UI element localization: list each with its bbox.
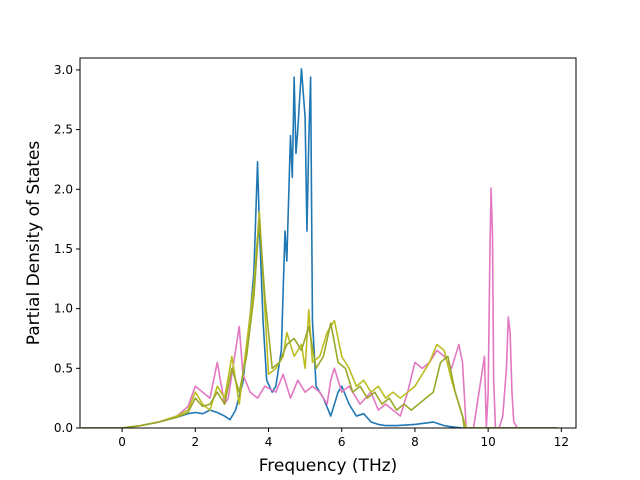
x-tick-label: 2 xyxy=(191,435,199,449)
series-layer xyxy=(81,67,558,428)
series-line-2 xyxy=(81,187,558,428)
y-axis-ticks: 0.0 0.5 1.0 1.5 2.0 2.5 3.0 xyxy=(54,63,80,435)
y-tick-label: 1.0 xyxy=(54,302,73,316)
y-tick-label: 2.5 xyxy=(54,123,73,137)
y-tick-label: 2.0 xyxy=(54,182,73,196)
series-line-3 xyxy=(81,211,558,428)
y-tick-label: 0.5 xyxy=(54,361,73,375)
x-tick-label: 6 xyxy=(338,435,346,449)
series-line-1 xyxy=(81,67,558,428)
y-tick-label: 0.0 xyxy=(54,421,73,435)
series-line-4 xyxy=(81,218,558,428)
plot-frame xyxy=(79,57,577,429)
x-tick-label: 12 xyxy=(554,435,569,449)
y-axis-label: Partial Density of States xyxy=(24,141,44,346)
x-axis-label: Frequency (THz) xyxy=(259,456,398,476)
x-tick-label: 4 xyxy=(265,435,273,449)
x-axis-ticks: 0 2 4 6 8 10 12 xyxy=(118,428,569,449)
x-tick-label: 0 xyxy=(118,435,126,449)
x-tick-label: 8 xyxy=(411,435,419,449)
y-tick-label: 3.0 xyxy=(54,63,73,77)
x-tick-label: 10 xyxy=(481,435,496,449)
y-tick-label: 1.5 xyxy=(54,242,73,256)
